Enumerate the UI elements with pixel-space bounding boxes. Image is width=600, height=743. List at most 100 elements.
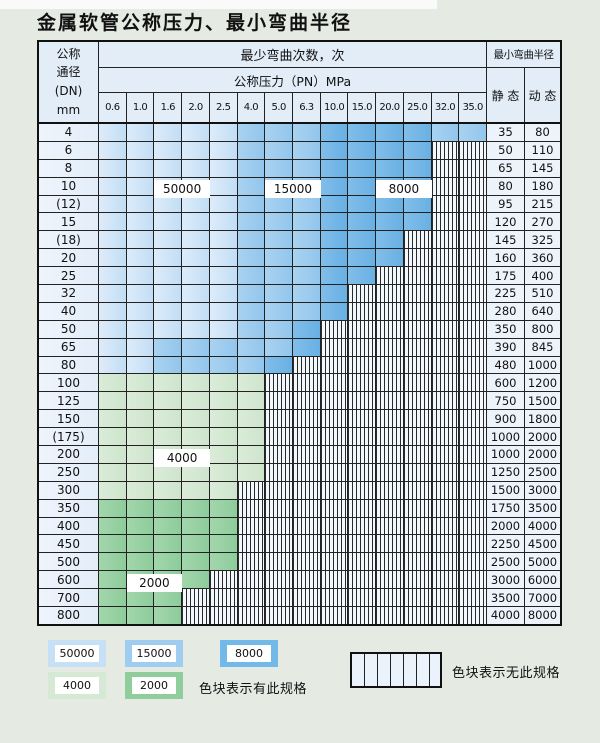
pressure-cell bbox=[348, 553, 377, 571]
pressure-cell bbox=[376, 428, 404, 446]
cycle-count-label: 15000 bbox=[265, 179, 321, 198]
dynamic-value-cell: 4000 bbox=[525, 517, 560, 535]
pressure-cell bbox=[99, 177, 127, 195]
pressure-cell bbox=[182, 410, 210, 428]
pressure-cell bbox=[126, 141, 155, 159]
pressure-cell bbox=[154, 195, 183, 213]
pressure-cell bbox=[376, 285, 404, 302]
pressure-cell bbox=[126, 177, 155, 195]
pressure-cell bbox=[99, 607, 127, 624]
table-row: 20 160 360 bbox=[39, 249, 560, 268]
pressure-cell bbox=[237, 177, 266, 195]
dynamic-value-cell: 80 bbox=[525, 124, 560, 141]
table-row: 800 4000 8000 bbox=[39, 607, 560, 624]
pressure-cell bbox=[126, 446, 155, 463]
page-title: 金属软管公称压力、最小弯曲半径 bbox=[37, 12, 353, 34]
pressure-cell bbox=[376, 124, 404, 141]
pressure-cell bbox=[209, 553, 238, 571]
dn-cell: (175) bbox=[39, 428, 99, 446]
pressure-cells bbox=[99, 553, 487, 571]
pressure-cells bbox=[99, 499, 487, 517]
pressure-cells bbox=[99, 124, 487, 141]
pressure-cell bbox=[154, 338, 183, 356]
pressure-cell bbox=[320, 338, 349, 356]
pressure-cell bbox=[376, 231, 404, 249]
static-value-cell: 65 bbox=[487, 159, 525, 177]
dn-header-line2: 通径 bbox=[56, 65, 81, 80]
pressure-cell bbox=[237, 410, 266, 428]
pressure-cell bbox=[293, 446, 321, 463]
pressure-cells bbox=[99, 589, 487, 607]
pressure-cell bbox=[376, 159, 404, 177]
pressure-cell bbox=[376, 392, 404, 410]
pressure-cell bbox=[265, 159, 294, 177]
pressure-cell bbox=[126, 195, 155, 213]
pressure-cell bbox=[126, 285, 155, 302]
pressure-cell bbox=[459, 249, 487, 267]
pressure-cell bbox=[403, 535, 432, 553]
pressure-cell bbox=[182, 517, 210, 535]
dynamic-value-cell: 2000 bbox=[525, 446, 560, 463]
pressure-cell bbox=[431, 589, 460, 607]
pressure-cell bbox=[237, 392, 266, 410]
pressure-cell bbox=[403, 607, 432, 624]
pressure-cell bbox=[182, 607, 210, 624]
pressure-cell bbox=[459, 338, 487, 356]
pressure-tick: 5.0 bbox=[265, 93, 294, 122]
pressure-cell bbox=[293, 195, 321, 213]
pressure-cell bbox=[293, 267, 321, 285]
pressure-cell bbox=[320, 213, 349, 231]
table-row: (18) 145 325 bbox=[39, 231, 560, 250]
table-row: 700 3500 7000 bbox=[39, 589, 560, 608]
table-row: 300 1500 3000 bbox=[39, 481, 560, 500]
pressure-cell bbox=[431, 481, 460, 499]
pressure-cell bbox=[459, 589, 487, 607]
pressure-cell bbox=[403, 517, 432, 535]
table-row: 15 120 270 bbox=[39, 213, 560, 232]
static-value-cell: 95 bbox=[487, 195, 525, 213]
table-row: 350 1750 3500 bbox=[39, 499, 560, 518]
pressure-cell bbox=[348, 392, 377, 410]
pressure-cell bbox=[99, 267, 127, 285]
dn-cell: (18) bbox=[39, 231, 99, 249]
table-row: 40 280 640 bbox=[39, 302, 560, 321]
pressure-cell bbox=[209, 249, 238, 267]
pressure-cell bbox=[348, 267, 377, 285]
pressure-cell bbox=[126, 481, 155, 499]
pressure-cell bbox=[348, 159, 377, 177]
legend-15000: 15000 bbox=[125, 640, 183, 667]
pressure-cell bbox=[265, 446, 294, 463]
pressure-tick: 32.0 bbox=[432, 93, 460, 122]
pressure-tick: 10.0 bbox=[321, 93, 349, 122]
pressure-cell bbox=[459, 499, 487, 517]
pressure-cell bbox=[403, 571, 432, 589]
pressure-cell bbox=[154, 356, 183, 374]
pressure-tick-row: 0.6 1.0 1.6 2.0 2.5 4.0 5.0 6.3 10.0 15.0 20.0 25.0… bbox=[99, 93, 486, 122]
pressure-cell bbox=[320, 571, 349, 589]
pressure-tick: 15.0 bbox=[348, 93, 377, 122]
pressure-cell bbox=[209, 302, 238, 320]
pressure-cell bbox=[320, 553, 349, 571]
pressure-cell bbox=[376, 356, 404, 374]
table-row: 600 3000 6000 bbox=[39, 571, 560, 590]
static-value-cell: 280 bbox=[487, 302, 525, 320]
pressure-cell bbox=[431, 517, 460, 535]
pressure-cell bbox=[431, 177, 460, 195]
cycle-count-label: 2000 bbox=[126, 574, 183, 593]
pressure-cell bbox=[320, 285, 349, 302]
pressure-cell bbox=[459, 392, 487, 410]
dn-cell: 300 bbox=[39, 481, 99, 499]
pressure-cell bbox=[182, 589, 210, 607]
table-row: (12) 95 215 bbox=[39, 195, 560, 214]
pressure-cell bbox=[403, 392, 432, 410]
pressure-cell bbox=[154, 517, 183, 535]
pressure-cell bbox=[99, 571, 127, 589]
static-value-cell: 2000 bbox=[487, 517, 525, 535]
pressure-cell bbox=[265, 517, 294, 535]
pressure-cell bbox=[182, 338, 210, 356]
pressure-cell bbox=[126, 553, 155, 571]
static-value-cell: 1000 bbox=[487, 446, 525, 463]
pressure-cell bbox=[154, 535, 183, 553]
pressure-cell bbox=[126, 124, 155, 141]
pressure-cell bbox=[99, 285, 127, 302]
